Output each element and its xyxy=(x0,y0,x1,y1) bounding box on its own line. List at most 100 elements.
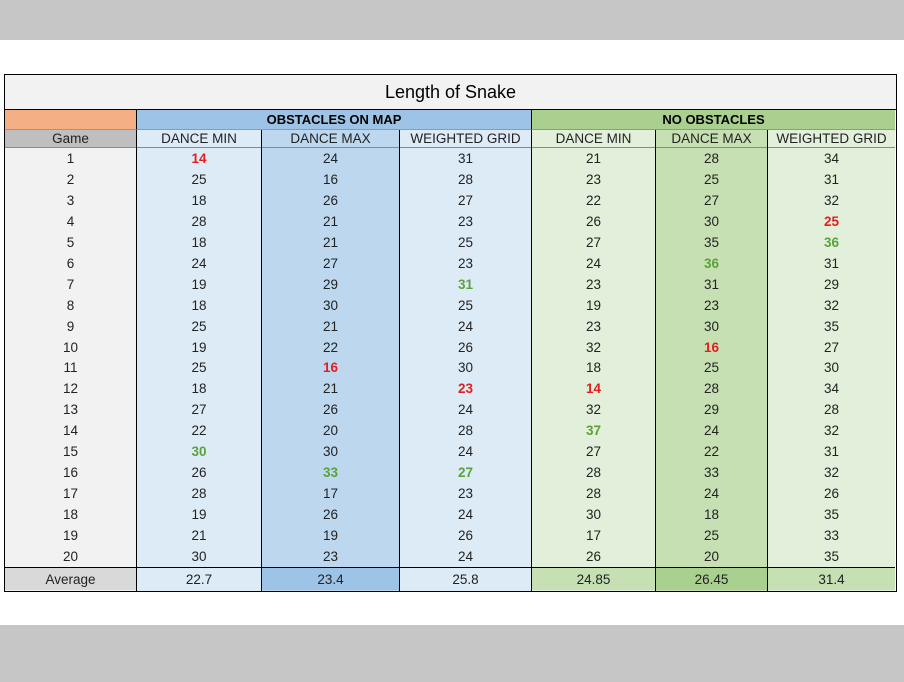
value-cell: 34 xyxy=(823,150,840,166)
value-cell: 25 xyxy=(191,318,207,334)
game-number: 3 xyxy=(66,192,75,208)
value-cell: 28 xyxy=(191,486,207,502)
value-cell: 25 xyxy=(191,171,207,187)
average-cell: 25.8 xyxy=(400,567,531,590)
value-cell: 26 xyxy=(322,402,339,418)
value-cell: 24 xyxy=(457,549,474,565)
value-cell: 31 xyxy=(457,276,474,292)
value-cell: 26 xyxy=(585,549,602,565)
average-cell: 31.4 xyxy=(768,567,895,590)
value-cell: 19 xyxy=(322,528,339,544)
average-cell: 23.4 xyxy=(262,567,399,590)
value-cell: 30 xyxy=(191,549,207,565)
game-number: 2 xyxy=(66,171,75,187)
value-cell: 27 xyxy=(322,255,339,271)
value-cell: 27 xyxy=(703,192,720,208)
value-cell: 23 xyxy=(322,549,339,565)
value-cell: 32 xyxy=(823,297,840,313)
game-number: 13 xyxy=(62,402,79,418)
column-header: WEIGHTED GRID xyxy=(768,130,895,148)
game-column: Game 1 2 3 4 5 6 7 8 9 10 11 12 13 14 15 16 17 18 19 20 Avera… xyxy=(5,130,136,591)
value-cell: 18 xyxy=(191,234,207,250)
group-header-no-obstacles: NO OBSTACLES xyxy=(531,110,895,130)
value-cell: 14 xyxy=(191,150,207,166)
value-cell: 24 xyxy=(457,444,474,460)
value-cell: 23 xyxy=(457,486,474,502)
average-cell: 26.45 xyxy=(656,567,767,590)
value-cell: 27 xyxy=(823,339,840,355)
value-cell: 21 xyxy=(322,381,339,397)
value-cell: 29 xyxy=(703,402,720,418)
value-cell: 16 xyxy=(703,339,720,355)
average-label: Average xyxy=(5,567,136,590)
value-cell: 34 xyxy=(823,381,840,397)
value-cell: 26 xyxy=(457,528,474,544)
value-cell: 29 xyxy=(823,276,840,292)
column-header: DANCE MIN xyxy=(137,130,261,148)
game-number: 1 xyxy=(66,150,75,166)
column-header: DANCE MIN xyxy=(532,130,655,148)
game-number: 10 xyxy=(62,339,79,355)
value-cell: 24 xyxy=(703,486,720,502)
game-number: 8 xyxy=(66,297,75,313)
value-cell: 35 xyxy=(823,549,840,565)
column-header: DANCE MAX xyxy=(262,130,399,148)
snake-length-table: Length of Snake OBSTACLES ON MAP NO OBSTA… xyxy=(4,74,897,592)
value-cell: 32 xyxy=(823,192,840,208)
game-number: 18 xyxy=(62,507,79,523)
group-header-obstacles: OBSTACLES ON MAP xyxy=(136,110,531,130)
value-cell: 21 xyxy=(191,528,207,544)
value-cell: 19 xyxy=(585,297,602,313)
value-cell: 33 xyxy=(703,465,720,481)
value-cell: 27 xyxy=(457,465,474,481)
value-cell: 31 xyxy=(457,150,474,166)
column-noobs-dance-max: DANCE MAX 28 25 27 30 35 36 31 23 30 16 25 28 29 24 22 3… xyxy=(655,130,767,591)
value-cell: 30 xyxy=(457,360,474,376)
value-cell: 33 xyxy=(823,528,840,544)
value-cell: 14 xyxy=(585,381,602,397)
value-cell: 28 xyxy=(457,423,474,439)
value-cell: 25 xyxy=(703,360,720,376)
value-cell: 23 xyxy=(457,255,474,271)
game-number: 19 xyxy=(62,528,79,544)
value-cell: 18 xyxy=(191,381,207,397)
game-header: Game xyxy=(5,130,136,148)
value-cell: 31 xyxy=(823,171,840,187)
value-cell: 21 xyxy=(585,150,602,166)
average-cell: 22.7 xyxy=(137,567,261,590)
value-cell: 28 xyxy=(823,402,840,418)
column-obs-weighted-grid: WEIGHTED GRID 31 28 27 23 25 23 31 25 24 26 30 23 24 2… xyxy=(399,130,531,591)
value-cell: 28 xyxy=(191,213,207,229)
column-noobs-weighted-grid: WEIGHTED GRID 34 31 32 25 36 31 29 32 35 27 30 34 28 3… xyxy=(767,130,895,591)
value-cell: 18 xyxy=(703,507,720,523)
value-cell: 27 xyxy=(585,234,602,250)
value-cell: 25 xyxy=(457,234,474,250)
column-noobs-dance-min: DANCE MIN 21 23 22 26 27 24 23 19 23 32 18 14 32 37 27 2… xyxy=(531,130,655,591)
value-cell: 35 xyxy=(703,234,720,250)
value-cell: 31 xyxy=(823,444,840,460)
value-cell: 18 xyxy=(585,360,602,376)
value-cell: 21 xyxy=(322,213,339,229)
value-cell: 28 xyxy=(585,486,602,502)
value-cell: 28 xyxy=(457,171,474,187)
page-background: Length of Snake OBSTACLES ON MAP NO OBSTA… xyxy=(0,40,904,625)
value-cell: 25 xyxy=(191,360,207,376)
value-cell: 20 xyxy=(322,423,339,439)
value-cell: 24 xyxy=(191,255,207,271)
column-obs-dance-min: DANCE MIN 14 25 18 28 18 24 19 18 25 19 25 18 27 22 30 2… xyxy=(136,130,261,591)
game-number: 16 xyxy=(62,465,79,481)
value-cell: 22 xyxy=(703,444,720,460)
value-cell: 32 xyxy=(585,339,602,355)
value-cell: 25 xyxy=(823,213,840,229)
value-cell: 19 xyxy=(191,339,207,355)
column-obs-dance-max: DANCE MAX 24 16 26 21 21 27 29 30 21 22 16 21 26 20 30 3… xyxy=(261,130,399,591)
value-cell: 26 xyxy=(585,213,602,229)
value-cell: 30 xyxy=(191,444,207,460)
value-cell: 26 xyxy=(457,339,474,355)
value-cell: 22 xyxy=(585,192,602,208)
value-cell: 36 xyxy=(703,255,720,271)
value-cell: 30 xyxy=(322,444,339,460)
value-cell: 20 xyxy=(703,549,720,565)
value-cell: 23 xyxy=(585,171,602,187)
game-number: 6 xyxy=(66,255,75,271)
